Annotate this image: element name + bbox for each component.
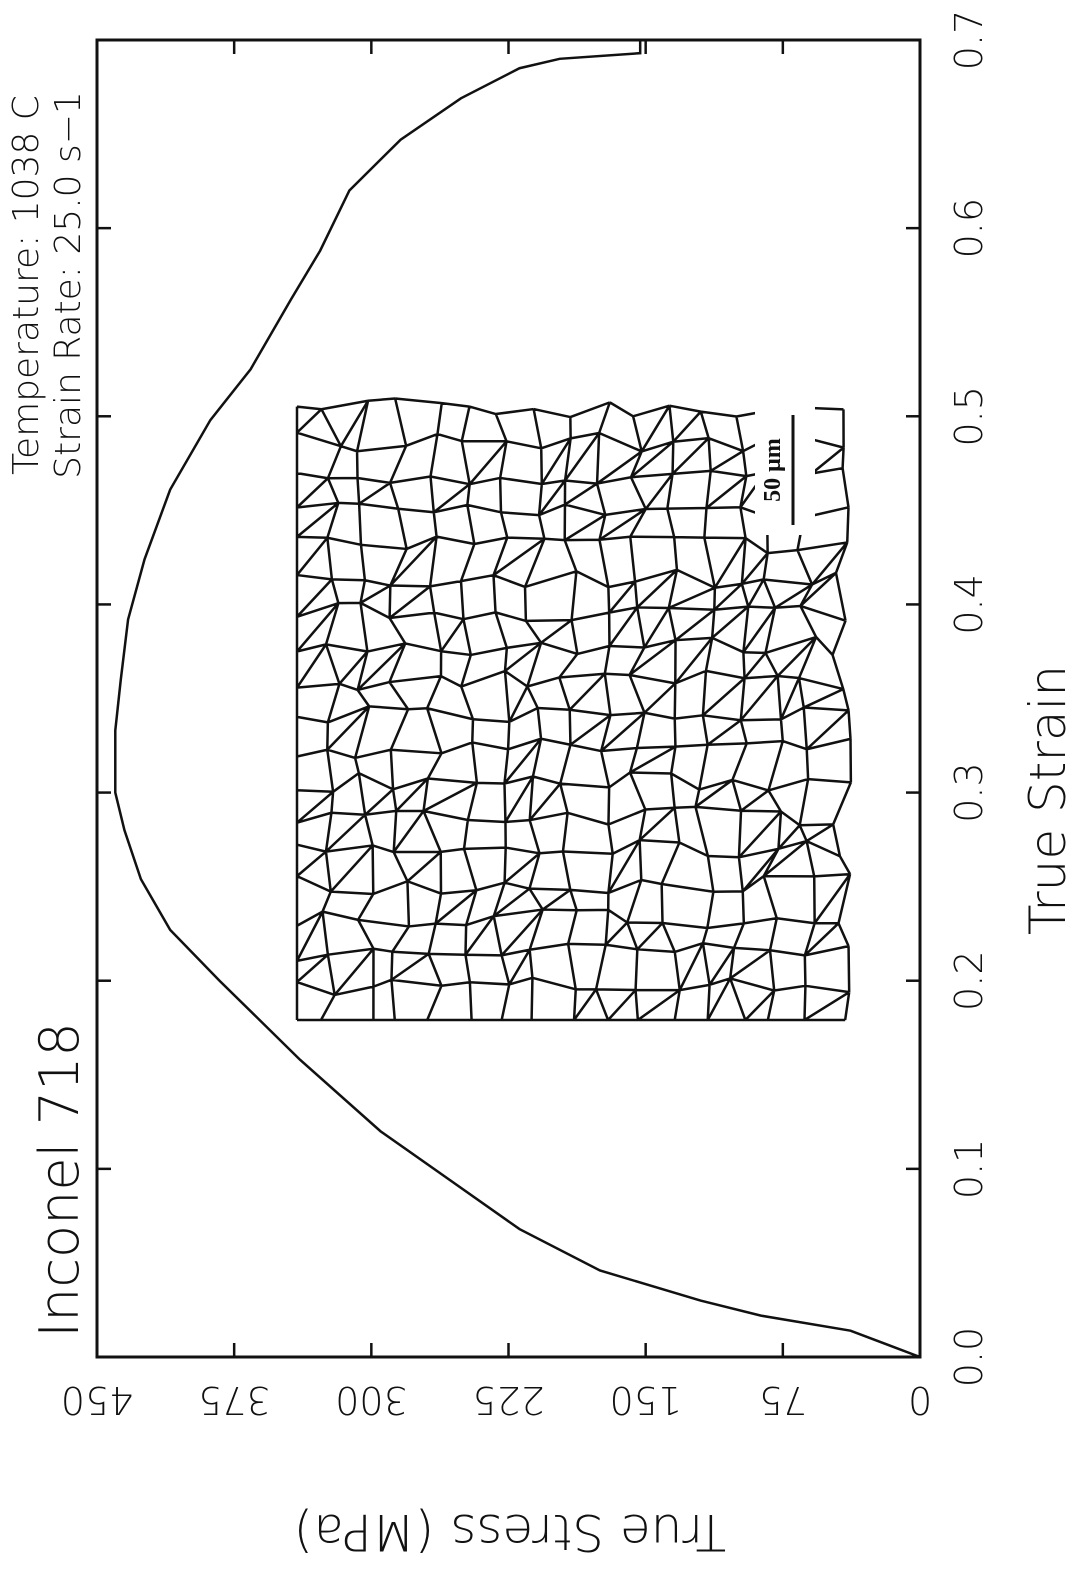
y-axis-label: True Stress (MPa) [294,1503,726,1561]
y-tick-label: 225 [472,1378,545,1422]
annotation: Temperature: 1038 C [6,95,47,475]
x-axis-label: True Strain [1019,665,1076,935]
x-tick-label: 0.3 [947,762,991,822]
rotated-chart: Inconel 718 Temperature: 1038 C Strain R… [6,10,1076,1561]
micrograph-inset: 50 μm [295,395,853,1022]
x-tick-label: 0.5 [947,386,991,446]
annotation: Strain Rate: 25.0 s−1 [48,91,89,479]
x-tick-label: 0.6 [947,198,991,258]
y-tick-label: 150 [609,1378,682,1422]
scale-label: 50 μm [760,438,786,502]
x-tick-label: 0.7 [947,10,991,70]
x-tick-label: 0.2 [947,950,991,1010]
scale-bar-bg [755,405,815,535]
grain-boundaries [295,397,853,1022]
x-tick-label: 0.0 [947,1327,991,1387]
x-tick-label: 0.4 [947,574,991,634]
y-tick-label: 75 [759,1378,807,1422]
y-tick-label: 375 [198,1378,271,1422]
stress-strain-curve [114,40,921,1359]
x-tick-label: 0.1 [947,1139,991,1199]
chart-title: Inconel 718 [28,1022,91,1338]
y-tick-label: 300 [335,1378,408,1422]
y-tick-label: 450 [61,1378,134,1422]
y-tick-label: 0 [908,1378,932,1422]
